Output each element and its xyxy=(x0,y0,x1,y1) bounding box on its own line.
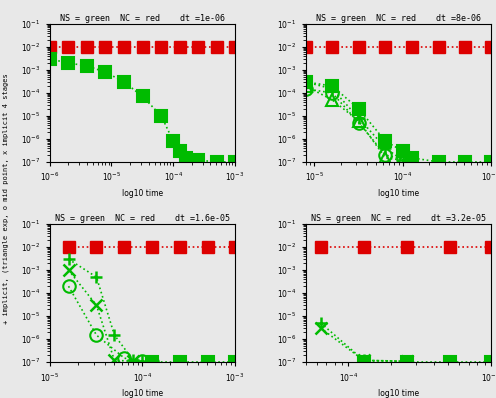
X-axis label: log10 time: log10 time xyxy=(122,189,163,198)
Text: + implicit, (triangle exp, o mid point, x implicit 4 stages: + implicit, (triangle exp, o mid point, … xyxy=(2,74,9,324)
X-axis label: log10 time: log10 time xyxy=(378,389,419,398)
Title: NS = green  NC = red    dt =1e-06: NS = green NC = red dt =1e-06 xyxy=(60,14,225,23)
Title: NS = green  NC = red    dt =8e-06: NS = green NC = red dt =8e-06 xyxy=(316,14,481,23)
X-axis label: log10 time: log10 time xyxy=(122,389,163,398)
X-axis label: log10 time: log10 time xyxy=(378,189,419,198)
Title: NS = green  NC = red    dt =1.6e-05: NS = green NC = red dt =1.6e-05 xyxy=(55,214,230,223)
Title: NS = green  NC = red    dt =3.2e-05: NS = green NC = red dt =3.2e-05 xyxy=(311,214,486,223)
